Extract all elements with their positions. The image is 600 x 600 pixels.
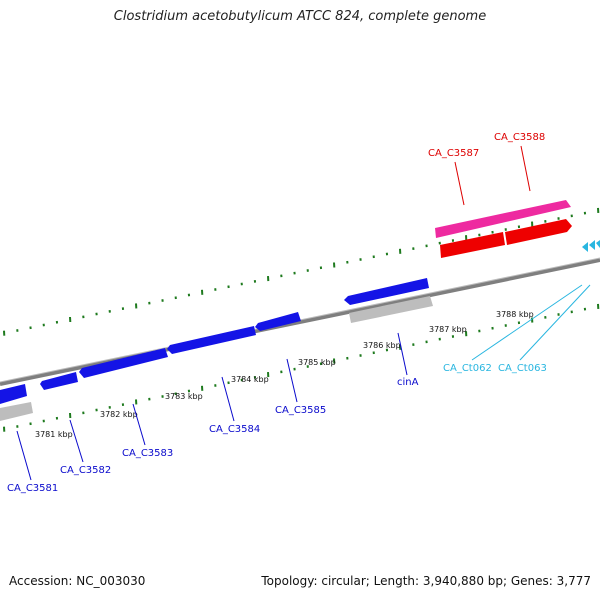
genome-backbone xyxy=(0,258,600,386)
outer-scale-ring xyxy=(3,207,600,336)
gene-label-ca-c3588[interactable]: CA_C3588 xyxy=(494,132,545,143)
tick-label-3787: 3787 kbp xyxy=(429,325,467,334)
cds-ca-ct063-arrow[interactable] xyxy=(589,240,595,250)
cds-ca-c3582[interactable] xyxy=(40,372,78,390)
gene-label-ca-c3584[interactable]: CA_C3584 xyxy=(209,424,260,435)
tick-label-3786: 3786 kbp xyxy=(363,341,401,350)
cds-ca-c3587-pink[interactable] xyxy=(435,200,571,238)
cds-ca-c3583[interactable] xyxy=(79,348,168,378)
gene-label-ca-c3585[interactable]: CA_C3585 xyxy=(275,405,326,416)
leader-ca-c3581 xyxy=(16,430,32,481)
tick-label-3782: 3782 kbp xyxy=(100,410,138,419)
tick-label-3781: 3781 kbp xyxy=(35,430,73,439)
cds-ca-c3587-red[interactable] xyxy=(440,232,505,258)
gene-label-ca-ct063[interactable]: CA_Ct063 xyxy=(498,363,547,374)
gene-label-ca-c3582[interactable]: CA_C3582 xyxy=(60,465,111,476)
inner-scale-ring xyxy=(3,303,600,432)
gene-label-ca-c3583[interactable]: CA_C3583 xyxy=(122,448,173,459)
leader-ca-c3588 xyxy=(520,145,531,192)
gene-label-ca-c3587[interactable]: CA_C3587 xyxy=(428,148,479,159)
leader-ca-c3587 xyxy=(454,161,465,206)
cds-ca-c3581[interactable] xyxy=(0,384,27,404)
cds-cina[interactable] xyxy=(344,278,429,305)
cds-ca-ct-arrow-3[interactable] xyxy=(596,240,600,248)
accession-text: Accession: NC_003030 xyxy=(9,574,146,588)
tick-label-3784: 3784 kbp xyxy=(231,375,269,384)
leader-ca-ct062 xyxy=(471,284,583,361)
cds-ca-c3588-red[interactable] xyxy=(505,219,572,245)
cds-ca-c3585[interactable] xyxy=(255,312,301,331)
gene-label-ca-c3581[interactable]: CA_C3581 xyxy=(7,483,58,494)
cds-ca-c3581-gray[interactable] xyxy=(0,402,33,421)
genome-summary-text: Topology: circular; Length: 3,940,880 bp… xyxy=(261,574,591,588)
gene-label-cina[interactable]: cinA xyxy=(397,377,419,388)
leader-ca-c3582 xyxy=(69,419,84,463)
tick-label-3785: 3785 kbp xyxy=(298,358,336,367)
leader-ca-c3584 xyxy=(221,376,235,422)
tick-label-3783: 3783 kbp xyxy=(165,392,203,401)
tick-label-3788: 3788 kbp xyxy=(496,310,534,319)
leader-ca-ct063 xyxy=(519,284,591,361)
leader-ca-c3583 xyxy=(132,403,146,446)
leader-ca-c3585 xyxy=(286,358,298,403)
cds-ca-ct062-arrow[interactable] xyxy=(582,242,588,252)
gene-label-ca-ct062[interactable]: CA_Ct062 xyxy=(443,363,492,374)
cds-cina-gray[interactable] xyxy=(349,296,433,323)
cds-ca-c3584[interactable] xyxy=(167,326,256,354)
map-title: Clostridium acetobutylicum ATCC 824, com… xyxy=(113,9,487,24)
leader-cina xyxy=(397,332,408,376)
